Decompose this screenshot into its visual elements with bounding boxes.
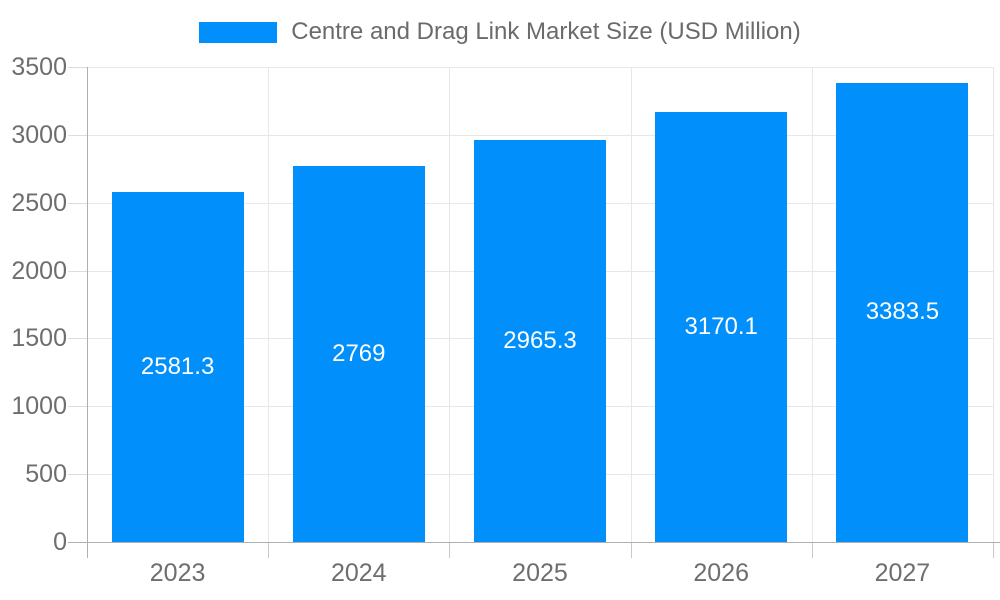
y-axis-tick (68, 338, 87, 340)
y-axis-label: 3500 (11, 53, 67, 81)
bar-2024[interactable] (292, 166, 425, 542)
y-axis-label: 1500 (11, 324, 67, 353)
bar-2027[interactable] (836, 82, 969, 542)
bar-value-label-2024: 2769 (332, 340, 386, 368)
x-gridline (268, 67, 270, 542)
x-axis-label-2024: 2024 (330, 559, 387, 587)
y-axis-tick (68, 67, 87, 68)
x-gridline (811, 67, 813, 542)
legend-swatch-icon (199, 21, 278, 43)
x-gridline (449, 67, 451, 542)
legend-label: Centre and Drag Link Market Size (USD Mi… (291, 18, 801, 45)
y-axis-label: 2000 (11, 256, 67, 285)
y-gridline-3000 (87, 134, 993, 136)
bar-2025[interactable] (474, 139, 606, 542)
bar-value-label-2025: 2965.3 (503, 326, 577, 354)
y-axis-tick (68, 474, 87, 476)
y-axis-label: 2500 (11, 188, 67, 217)
x-axis-line (68, 542, 1000, 543)
x-axis-tick (449, 542, 451, 558)
bar-2023[interactable] (111, 191, 244, 542)
x-gridline (630, 67, 632, 542)
x-gridline (993, 67, 994, 542)
bar-value-label-2027: 3383.5 (865, 298, 940, 326)
x-axis-tick (630, 542, 632, 558)
x-axis-label-2026: 2026 (693, 559, 749, 587)
bar-2026[interactable] (655, 111, 788, 542)
y-gridline-3500 (87, 67, 993, 68)
x-axis-tick (993, 542, 994, 558)
x-axis-label-2023: 2023 (149, 559, 206, 587)
x-axis-label-2027: 2027 (874, 559, 931, 587)
x-axis-label-2025: 2025 (512, 559, 568, 587)
y-axis-label: 500 (25, 460, 67, 489)
y-axis-tick (68, 134, 87, 136)
y-axis-label: 1000 (11, 392, 67, 421)
y-axis-label: 0 (53, 528, 67, 556)
x-axis-tick (268, 542, 270, 558)
bar-value-label-2026: 3170.1 (684, 312, 758, 340)
y-axis-line (87, 67, 88, 558)
y-axis-tick (68, 406, 87, 408)
y-axis-tick (68, 270, 87, 272)
x-axis-tick (811, 542, 813, 558)
bar-value-label-2023: 2581.3 (140, 352, 215, 380)
y-axis-tick (68, 202, 87, 204)
y-axis-label: 3000 (11, 120, 67, 149)
chart-legend[interactable]: Centre and Drag Link Market Size (USD Mi… (0, 18, 1000, 45)
